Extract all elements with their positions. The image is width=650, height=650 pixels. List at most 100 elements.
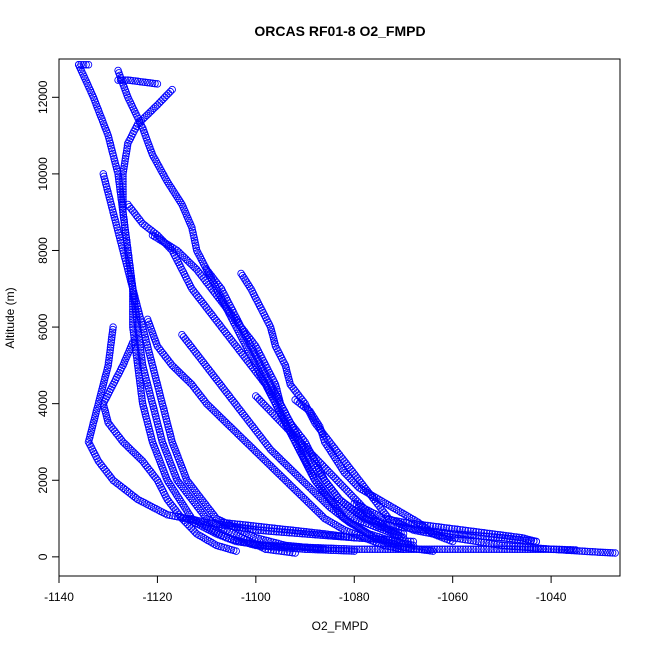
data-point bbox=[163, 476, 172, 485]
data-point bbox=[586, 547, 594, 556]
data-point bbox=[291, 526, 300, 535]
data-point bbox=[268, 409, 277, 417]
data-point bbox=[526, 545, 535, 553]
data-point bbox=[270, 524, 279, 533]
data-point bbox=[461, 545, 470, 553]
data-point bbox=[107, 336, 116, 344]
data-point bbox=[114, 76, 122, 84]
data-point bbox=[518, 543, 527, 551]
data-point bbox=[173, 508, 181, 516]
data-point bbox=[430, 545, 439, 553]
data-point bbox=[448, 545, 457, 553]
data-point bbox=[345, 533, 353, 541]
data-point bbox=[119, 208, 127, 216]
data-point bbox=[409, 537, 418, 546]
data-point bbox=[333, 476, 341, 485]
data-point bbox=[499, 531, 507, 540]
data-point bbox=[82, 60, 90, 69]
data-point bbox=[238, 520, 247, 529]
data-point bbox=[412, 545, 421, 553]
data-points bbox=[74, 60, 619, 557]
data-point bbox=[380, 535, 388, 544]
data-point bbox=[344, 487, 352, 496]
data-point bbox=[220, 327, 229, 336]
data-point bbox=[196, 391, 204, 399]
data-point bbox=[472, 537, 480, 546]
data-point bbox=[191, 385, 199, 393]
data-point bbox=[197, 532, 205, 541]
data-point bbox=[303, 543, 312, 552]
data-point bbox=[313, 529, 321, 537]
data-point bbox=[260, 523, 268, 531]
data-point bbox=[319, 544, 327, 552]
data-point bbox=[122, 147, 131, 155]
data-point bbox=[469, 527, 478, 536]
data-point bbox=[211, 373, 219, 382]
data-point bbox=[143, 463, 152, 472]
data-point bbox=[129, 320, 137, 329]
data-point bbox=[363, 534, 372, 543]
data-point bbox=[442, 524, 451, 532]
data-point bbox=[281, 525, 289, 534]
data-point bbox=[138, 78, 147, 86]
data-point bbox=[288, 542, 296, 551]
data-point bbox=[248, 539, 257, 548]
data-point bbox=[193, 530, 201, 538]
data-point bbox=[138, 397, 147, 405]
data-point bbox=[404, 545, 413, 553]
data-point bbox=[588, 548, 597, 556]
data-point bbox=[230, 520, 239, 528]
data-point bbox=[301, 543, 309, 552]
data-point bbox=[265, 443, 273, 452]
data-point bbox=[119, 200, 127, 209]
data-point bbox=[451, 545, 460, 553]
data-point bbox=[334, 544, 343, 553]
data-point bbox=[329, 487, 337, 495]
y-tick-label: 2000 bbox=[36, 467, 50, 494]
x-tick-label: -1120 bbox=[143, 590, 173, 604]
data-point bbox=[429, 522, 437, 530]
data-point bbox=[456, 525, 464, 534]
data-point bbox=[415, 520, 424, 529]
data-point bbox=[204, 306, 213, 314]
data-point bbox=[105, 356, 113, 365]
data-point bbox=[106, 348, 114, 357]
data-point bbox=[201, 397, 209, 406]
data-point bbox=[391, 545, 400, 553]
data-point bbox=[547, 545, 555, 553]
data-point bbox=[477, 528, 486, 537]
data-point bbox=[178, 330, 186, 339]
data-point bbox=[104, 359, 113, 367]
data-point bbox=[137, 387, 145, 395]
data-point bbox=[275, 542, 283, 550]
data-point bbox=[324, 466, 332, 475]
data-point bbox=[402, 545, 410, 553]
data-point bbox=[119, 195, 127, 204]
data-point bbox=[329, 472, 338, 481]
data-point bbox=[149, 153, 158, 161]
y-tick-label: 12000 bbox=[36, 80, 50, 114]
data-point bbox=[323, 530, 332, 538]
data-point bbox=[255, 430, 263, 439]
data-point bbox=[397, 545, 405, 553]
data-point bbox=[346, 489, 354, 498]
data-point bbox=[366, 545, 374, 553]
data-point bbox=[327, 544, 335, 553]
data-point bbox=[114, 172, 123, 181]
data-point bbox=[156, 346, 165, 355]
data-point bbox=[130, 330, 138, 339]
data-point bbox=[445, 524, 453, 533]
data-point bbox=[146, 79, 154, 87]
data-point bbox=[324, 480, 332, 489]
data-point bbox=[355, 484, 363, 492]
data-point bbox=[441, 545, 449, 553]
data-point bbox=[233, 520, 242, 528]
data-point bbox=[256, 540, 265, 549]
data-point bbox=[188, 343, 196, 352]
data-point bbox=[240, 538, 248, 547]
data-point bbox=[482, 545, 491, 553]
data-point bbox=[265, 523, 273, 532]
data-point bbox=[389, 545, 397, 553]
data-point bbox=[297, 527, 305, 535]
